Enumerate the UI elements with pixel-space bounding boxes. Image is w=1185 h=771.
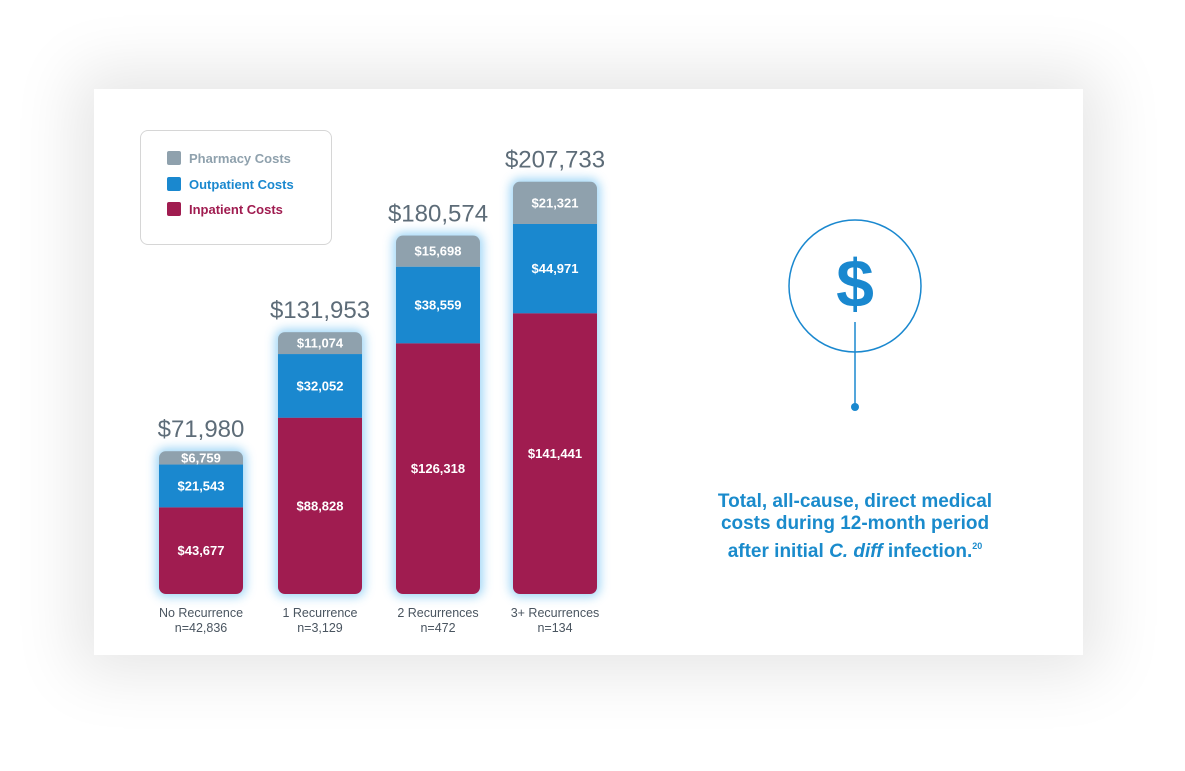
bar-segment-pharmacy-2-recurrences xyxy=(396,235,480,267)
bar-3plus-recurrences xyxy=(513,181,597,594)
legend-item-inpatient: Inpatient Costs xyxy=(167,202,283,217)
segment-label-outpatient-3plus-recurrences: $44,971 xyxy=(532,261,579,276)
caption-line-3-post: infection. xyxy=(882,541,973,562)
category-n-1-recurrence: n=3,129 xyxy=(297,621,343,635)
bar-segment-inpatient-3plus-recurrences xyxy=(513,313,597,594)
total-label-no-recurrence: $71,980 xyxy=(158,416,245,443)
caption-line-1: Total, all-cause, direct medical xyxy=(717,491,993,512)
category-n-3plus-recurrences: n=134 xyxy=(537,621,572,635)
category-label-3plus-recurrences: 3+ Recurrences xyxy=(511,606,600,620)
legend-swatch-inpatient xyxy=(167,202,181,216)
legend-label-inpatient: Inpatient Costs xyxy=(189,202,283,217)
bar-segment-pharmacy-3plus-recurrences xyxy=(513,181,597,224)
segment-label-pharmacy-no-recurrence: $6,759 xyxy=(181,450,221,465)
segment-label-inpatient-3plus-recurrences: $141,441 xyxy=(528,446,582,461)
total-label-2-recurrences: $180,574 xyxy=(388,201,488,228)
category-n-2-recurrences: n=472 xyxy=(420,621,455,635)
legend-label-pharmacy: Pharmacy Costs xyxy=(189,151,291,166)
dollar-icon: $ xyxy=(788,219,922,411)
caption-italic: C. diff xyxy=(829,541,883,562)
category-label-no-recurrence: No Recurrence xyxy=(159,606,243,620)
svg-text:$: $ xyxy=(836,246,874,322)
segment-label-pharmacy-1-recurrence: $11,074 xyxy=(297,336,344,351)
segment-label-inpatient-1-recurrence: $88,828 xyxy=(297,498,344,513)
chart-caption: Total, all-cause, direct medical costs d… xyxy=(690,491,1020,563)
segment-label-pharmacy-3plus-recurrences: $21,321 xyxy=(532,195,579,210)
segment-label-outpatient-1-recurrence: $32,052 xyxy=(297,378,344,393)
bar-segment-outpatient-1-recurrence xyxy=(278,354,362,418)
bar-segment-outpatient-no-recurrence xyxy=(159,464,243,508)
category-label-2-recurrences: 2 Recurrences xyxy=(397,606,478,620)
legend-swatch-outpatient xyxy=(167,177,181,191)
segment-label-outpatient-2-recurrences: $38,559 xyxy=(415,297,462,312)
bar-1-recurrence xyxy=(278,332,362,594)
caption-reference: 20 xyxy=(972,541,983,551)
legend-item-outpatient: Outpatient Costs xyxy=(167,177,294,192)
legend-item-pharmacy: Pharmacy Costs xyxy=(167,151,291,166)
segment-label-inpatient-2-recurrences: $126,318 xyxy=(411,461,465,476)
bar-segment-pharmacy-1-recurrence xyxy=(278,332,362,355)
category-n-no-recurrence: n=42,836 xyxy=(175,621,228,635)
total-label-1-recurrence: $131,953 xyxy=(270,297,370,324)
bar-segment-pharmacy-no-recurrence xyxy=(159,451,243,465)
category-label-1-recurrence: 1 Recurrence xyxy=(282,606,357,620)
legend-swatch-pharmacy xyxy=(167,151,181,165)
bar-segment-inpatient-1-recurrence xyxy=(278,417,362,594)
caption-line-2: costs during 12-month period xyxy=(720,513,990,534)
segment-label-pharmacy-2-recurrences: $15,698 xyxy=(415,244,462,259)
legend-label-outpatient: Outpatient Costs xyxy=(189,177,294,192)
bar-segment-outpatient-2-recurrences xyxy=(396,266,480,344)
bar-segment-inpatient-no-recurrence xyxy=(159,507,243,594)
caption-line-3-pre: after initial xyxy=(727,541,830,562)
segment-label-outpatient-no-recurrence: $21,543 xyxy=(178,478,225,493)
total-label-3plus-recurrences: $207,733 xyxy=(505,147,605,174)
bar-segment-inpatient-2-recurrences xyxy=(396,343,480,594)
segment-label-inpatient-no-recurrence: $43,677 xyxy=(178,543,225,558)
bar-segment-outpatient-3plus-recurrences xyxy=(513,223,597,314)
bar-2-recurrences xyxy=(396,235,480,594)
legend: Pharmacy Costs Outpatient Costs Inpatien… xyxy=(140,130,332,245)
bar-no-recurrence xyxy=(159,451,243,594)
